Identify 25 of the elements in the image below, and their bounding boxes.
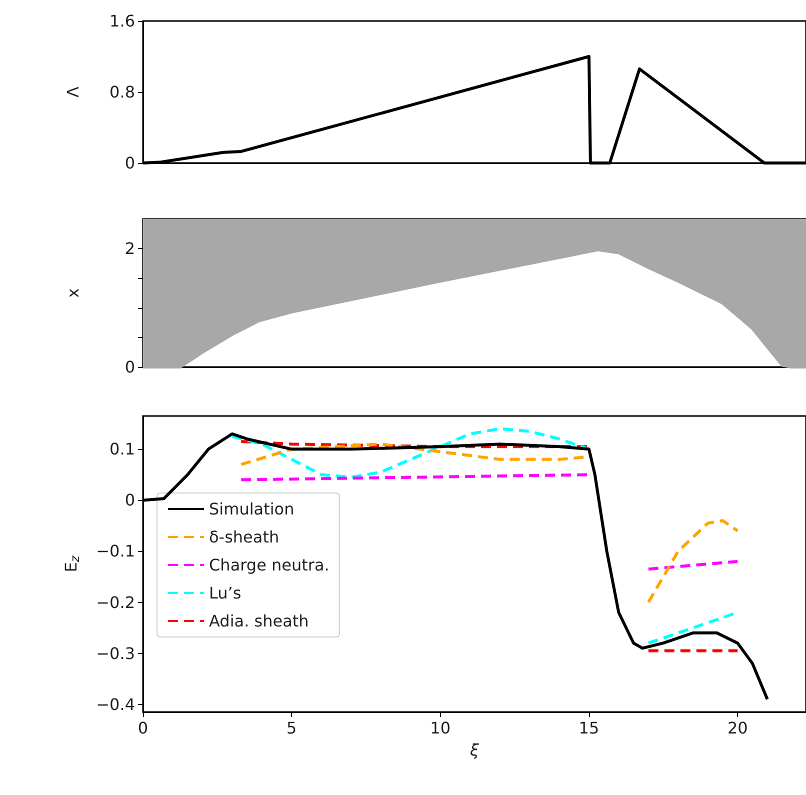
- legend-label: Simulation: [209, 500, 294, 518]
- x-tick-label: 10: [430, 718, 450, 738]
- legend-label: δ-sheath: [209, 528, 280, 546]
- y-tick-label: 0: [124, 358, 135, 376]
- legend-label: Lu’s: [209, 584, 242, 602]
- y-tick-label: 0: [124, 490, 135, 510]
- y-tick-label: −0.4: [96, 694, 135, 714]
- y-tick-label: 1.6: [110, 12, 135, 30]
- y-tick-label: 0: [124, 154, 135, 172]
- y-tick-label: −0.1: [96, 542, 135, 561]
- x-tick-label: 5: [286, 718, 297, 738]
- y-tick-label: −0.3: [96, 644, 135, 663]
- y-tick-label: 0.8: [110, 82, 135, 102]
- x-tick-label: 15: [578, 718, 600, 738]
- x-tick-label: 0: [138, 718, 148, 738]
- y-axis-title: Λ: [64, 86, 82, 98]
- y-tick-label: 0.1: [110, 440, 135, 459]
- y-tick-label: 2: [124, 239, 135, 258]
- y-axis-title: x: [64, 288, 82, 298]
- y-tick-label: −0.2: [96, 592, 135, 612]
- x-axis-title: ξ: [469, 740, 480, 760]
- y-axis-title: Ez: [62, 555, 82, 572]
- legend-label: Adia. sheath: [209, 612, 309, 630]
- legend-label: Charge neutra.: [209, 556, 330, 574]
- x-tick-label: 20: [727, 718, 748, 738]
